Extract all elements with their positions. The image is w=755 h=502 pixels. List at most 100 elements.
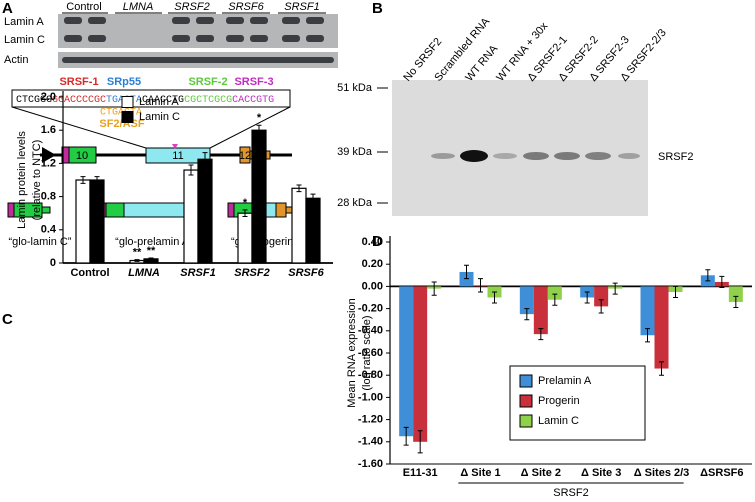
bar [547, 286, 562, 300]
lane-label: SRSF1 [284, 1, 319, 13]
legend-swatch [519, 394, 533, 408]
marker-label: 51 kDa [337, 82, 373, 94]
legend-swatch [519, 374, 533, 388]
panel-label: D [372, 233, 383, 250]
lane-label: SRSF6 [228, 1, 264, 13]
legend-label: Lamin A [139, 96, 179, 108]
y-tick-label: 0.8 [41, 191, 56, 203]
exon [145, 147, 211, 164]
x-tick-label: SRSF6 [288, 267, 324, 279]
error-bar [296, 184, 302, 193]
y-tick-label: 0 [50, 257, 56, 269]
blot-a: Lamin A Lamin C Actin Control LMNA SRSF2… [4, 1, 338, 68]
x-tick-label: SRSF1 [180, 267, 215, 279]
bar [533, 286, 548, 335]
legend-label: Progerin [538, 395, 580, 407]
y-tick-label: -0.20 [358, 303, 383, 315]
error-bar [310, 193, 316, 203]
error-bar [80, 176, 86, 184]
legend-label: Prelamin A [538, 375, 592, 387]
x-tick-label: Δ Site 1 [460, 467, 500, 479]
error-bar [464, 264, 469, 280]
y-tick-label: -0.40 [358, 325, 383, 337]
y-tick-label: 1.2 [41, 157, 56, 169]
marker-label: 39 kDa [337, 146, 373, 158]
factor-label: SRSF-2 [188, 76, 227, 88]
factor-label: SRp55 [107, 76, 141, 88]
row-label: Lamin A [4, 16, 44, 28]
error-bar [705, 269, 711, 282]
error-bar [612, 282, 618, 295]
y-axis-label: Lamin protein levels [16, 131, 28, 229]
error-bar [538, 328, 544, 341]
blot-b: No SRSF2 Scrambled RNA WT RNA WT RNA + 3… [337, 15, 693, 216]
y-tick-label: 2.0 [41, 91, 56, 103]
bar [183, 169, 199, 264]
error-bar [134, 259, 140, 262]
y-tick-label: 0.00 [362, 280, 383, 292]
error-bar [584, 291, 590, 304]
legend-label: Lamin C [538, 415, 579, 427]
y-tick-label: -1.60 [358, 458, 383, 470]
y-tick-label: 0.40 [362, 236, 383, 248]
bar [291, 187, 307, 264]
error-bar [188, 164, 194, 176]
row-label: Actin [4, 54, 28, 66]
bar [459, 271, 474, 287]
bar [75, 179, 91, 264]
bar [197, 158, 213, 264]
seq-part: CACCGTG [232, 95, 274, 106]
bar [399, 286, 414, 437]
significance: ** [133, 247, 142, 259]
bar [519, 286, 534, 315]
error-bar [256, 124, 262, 136]
row-label: Lamin C [4, 34, 45, 46]
panel-label: C [2, 311, 13, 328]
bar [728, 286, 743, 302]
seq-part: CAACCTG [142, 95, 184, 106]
error-bar [431, 281, 437, 296]
x-tick-label: LMNA [128, 267, 160, 279]
group-label: SRSF2 [553, 487, 588, 499]
bar [89, 179, 105, 264]
x-tick-label: ΔSRSF6 [700, 467, 743, 479]
error-bar [94, 176, 100, 184]
error-bar [645, 328, 650, 343]
y-tick-label: -0.80 [358, 369, 383, 381]
blot [392, 80, 648, 216]
factor-label: SF2/ASF [99, 118, 145, 130]
error-bar [673, 285, 678, 298]
marker-ticks [377, 87, 388, 204]
error-bar [552, 293, 558, 306]
legend-swatch [121, 96, 134, 108]
lane-label: LMNA [123, 1, 154, 13]
site-marker [172, 144, 178, 149]
seq-part: CGCTCGCG [184, 95, 232, 106]
y-tick-label: -1.00 [358, 391, 383, 403]
bar [594, 286, 609, 307]
marker-label: 28 kDa [337, 197, 373, 209]
error-bar [492, 291, 497, 304]
bar [237, 212, 253, 264]
significance: ** [147, 245, 156, 257]
error-bar [478, 278, 483, 293]
y-tick-label: -0.60 [358, 347, 383, 359]
x-tick-label: SRSF2 [234, 267, 269, 279]
bands [431, 150, 640, 162]
bands [62, 17, 334, 63]
seq-part: CTCGGG [16, 95, 52, 106]
promoter [42, 147, 56, 163]
band-label: SRSF2 [658, 151, 693, 163]
error-bar [242, 209, 248, 218]
x-tick-label: Δ Sites 2/3 [634, 467, 690, 479]
error-bar [202, 152, 208, 167]
error-bar [659, 361, 664, 376]
x-tick-label: Δ Site 3 [581, 467, 621, 479]
exon-label: 11 [172, 150, 183, 162]
sequence-box [11, 89, 291, 108]
x-tick-label: Δ Site 2 [521, 467, 561, 479]
lane-label: Scrambled RNA [432, 15, 492, 84]
bar [251, 129, 267, 264]
y-axis-label: (log ratio scale) [361, 315, 373, 390]
error-bar [598, 299, 604, 314]
